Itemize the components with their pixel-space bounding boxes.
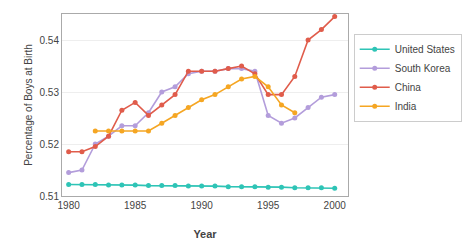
svg-text:1990: 1990 [191,200,214,211]
svg-text:Percentage of Boys at Birth: Percentage of Boys at Birth [23,44,34,166]
svg-text:1980: 1980 [58,200,81,211]
svg-text:0.54: 0.54 [40,35,60,46]
svg-text:0.52: 0.52 [40,139,60,150]
svg-text:1995: 1995 [257,200,280,211]
svg-text:India: India [395,101,417,112]
svg-text:Year: Year [193,228,217,240]
svg-text:China: China [395,82,422,93]
svg-text:United States: United States [395,44,455,55]
svg-text:0.53: 0.53 [40,87,60,98]
svg-text:0.51: 0.51 [40,191,60,202]
svg-text:1985: 1985 [124,200,147,211]
svg-text:South Korea: South Korea [395,63,451,74]
svg-text:2000: 2000 [324,200,347,211]
